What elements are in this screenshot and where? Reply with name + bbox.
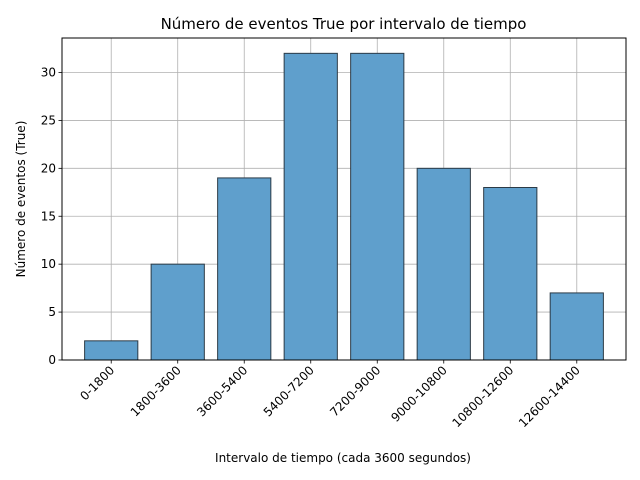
x-tick-label: 9000-10800	[388, 363, 450, 425]
bar-0-1800	[84, 340, 139, 361]
x-tick-label: 1800-3600	[128, 363, 184, 419]
plot-frame	[61, 37, 627, 361]
x-axis-ticks: 0-1800 1800-3600 3600-5400 5400-7200 7200-90…	[77, 360, 583, 430]
x-tick-label: 10800-12600	[449, 363, 516, 430]
y-axis-label: Número de eventos (True)	[14, 121, 28, 278]
y-tick-label: 25	[41, 113, 56, 127]
bar-12600-14400	[549, 292, 604, 361]
y-axis-ticks: 0 5 10 15 20 25 30	[41, 66, 62, 367]
y-tick-label: 30	[41, 66, 56, 80]
bars	[84, 52, 604, 361]
y-tick-label: 20	[41, 161, 56, 175]
chart-title: Número de eventos True por intervalo de …	[161, 15, 527, 33]
bar-7200-9000	[350, 52, 405, 361]
bar-3600-5400	[217, 177, 272, 361]
bar-9000-10800	[416, 167, 471, 361]
x-tick-label: 5400-7200	[261, 363, 317, 419]
x-tick-label: 7200-9000	[327, 363, 383, 419]
x-tick-label: 3600-5400	[194, 363, 250, 419]
y-tick-label: 15	[41, 209, 56, 223]
grid-lines	[62, 38, 626, 361]
bar-10800-12600	[483, 187, 538, 361]
y-tick-label: 0	[48, 353, 56, 367]
y-tick-label: 10	[41, 257, 56, 271]
bar-5400-7200	[283, 52, 338, 361]
x-tick-label: 0-1800	[77, 363, 117, 403]
x-tick-label: 12600-14400	[516, 363, 583, 430]
x-axis-label: Intervalo de tiempo (cada 3600 segundos)	[215, 451, 471, 465]
bar-1800-3600	[150, 263, 205, 361]
y-tick-label: 5	[48, 305, 56, 319]
